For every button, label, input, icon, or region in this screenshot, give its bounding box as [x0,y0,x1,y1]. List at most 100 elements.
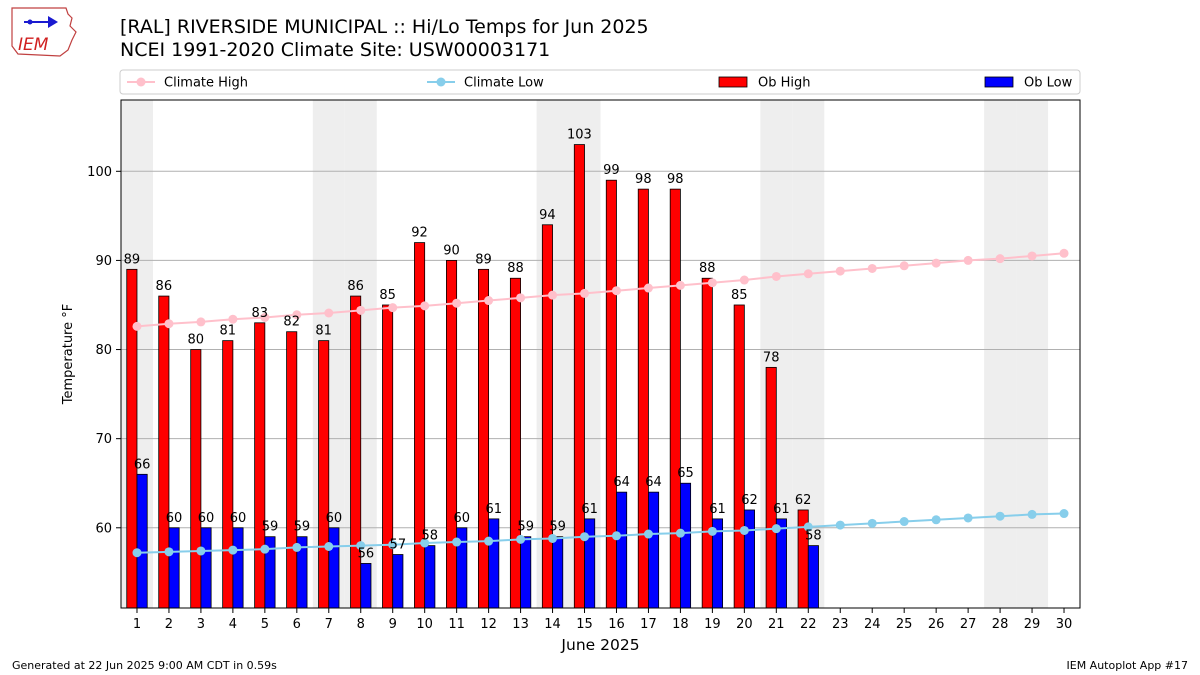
ob-low-bar [680,482,692,609]
ob-low-bar [200,527,212,609]
x-tick-label: 6 [293,617,301,632]
ob-low-label: 60 [326,511,343,526]
x-tick-label: 16 [608,617,625,632]
climate-low-point [1027,509,1037,519]
ob-low-label: 60 [198,511,215,526]
ob-low-bar [488,518,500,609]
x-axis-label: June 2025 [560,636,639,654]
ob-high-label: 90 [443,243,460,258]
climate-high-point [260,312,270,322]
x-tick-label: 19 [704,617,721,632]
plot-frame [120,99,1081,609]
climate-low-point [452,537,462,547]
ob-low-label: 61 [773,502,790,517]
legend-climate-high-marker [136,77,146,87]
x-tick-label: 11 [448,617,465,632]
ob-high-label: 85 [731,288,748,303]
climate-high-point [516,293,526,303]
climate-high-point [611,286,621,296]
ob-high-bar [446,260,458,609]
x-tick-label: 23 [832,617,849,632]
ob-high-bar [765,366,777,609]
climate-high-point [548,290,558,300]
grid-lines [121,170,1080,529]
ob-low-bar [424,545,436,609]
climate-low-point [132,548,142,558]
y-axis-label: Temperature °F [61,304,76,405]
legend: Climate High Climate Low Ob High Ob Low [119,69,1081,95]
ob-high-bar [541,224,553,609]
ob-low-label: 56 [358,546,375,561]
x-tick-label: 13 [512,617,529,632]
climate-low-point [1059,509,1069,519]
climate-low-point [739,525,749,535]
climate-low-point [260,544,270,554]
x-tick-label: 7 [325,617,333,632]
x-tick-label: 9 [389,617,397,632]
x-tick-label: 10 [416,617,433,632]
ob-low-label: 65 [677,466,694,481]
legend-climate-low-label: Climate Low [464,76,544,91]
y-tick-label: 60 [95,521,112,536]
ob-low-label: 60 [166,511,183,526]
ob-low-label: 58 [422,529,439,544]
ob-low-bar [648,491,660,609]
ob-low-label: 61 [581,502,598,517]
x-tick-label: 25 [896,617,913,632]
climate-high-point [739,275,749,285]
data-labels: 89 86 80 81 83 82 81 86 85 92 90 89 88 94 103 99 98 98 88 8… [124,128,822,562]
ob-low-bar [807,545,819,609]
bars [126,144,819,609]
climate-low-point [995,511,1005,521]
ob-high-label: 85 [379,288,396,303]
y-tick-label: 70 [95,432,112,447]
climate-high-point [388,303,398,313]
ob-low-label: 62 [741,493,758,508]
climate-high-point [292,310,302,320]
climate-low-point [484,536,494,546]
ob-high-label: 88 [699,261,716,276]
climate-low-point [931,515,941,525]
ob-high-bar [477,268,490,609]
weekend-band [984,100,1017,608]
x-tick-label: 5 [261,617,269,632]
ob-high-label: 82 [283,315,300,330]
legend-climate-low-marker [436,77,446,87]
climate-high-point [1059,248,1069,258]
x-tick-label: 2 [165,617,173,632]
climate-high-point [132,321,142,331]
x-tick-label: 26 [928,617,945,632]
x-tick-label: 8 [357,617,365,632]
ob-high-label: 86 [347,279,364,294]
climate-low-point [356,541,366,551]
ob-high-bar [126,268,138,609]
ob-high-label: 103 [567,128,592,143]
ob-high-bar [414,242,426,609]
climate-high-point [899,261,909,271]
climate-high-point [995,254,1005,264]
x-tick-label: 18 [672,617,689,632]
ob-high-bar [701,277,713,609]
logo-text: IEM [18,35,49,55]
climate-low-point [803,522,813,532]
x-tick-label: 20 [736,617,753,632]
ob-low-bar [360,563,372,609]
ob-high-bar [509,277,521,609]
ob-high-bar [637,188,649,609]
chart-subtitle: NCEI 1991-2020 Climate Site: USW00003171 [120,39,551,61]
ob-high-bar [254,322,266,609]
x-tick-label: 28 [992,617,1009,632]
x-tick-label: 30 [1056,617,1073,632]
ob-high-label: 80 [188,333,205,348]
climate-low-point [675,528,685,538]
ob-high-label: 62 [795,493,812,508]
ob-high-label: 94 [539,208,556,223]
iem-logo: IEM [11,7,77,57]
climate-low-line [136,512,1065,554]
ob-high-label: 89 [124,252,141,267]
ob-high-label: 81 [219,324,236,339]
x-tick-label: 1 [133,617,141,632]
ob-low-label: 64 [613,475,630,490]
climate-low-point [580,532,590,542]
